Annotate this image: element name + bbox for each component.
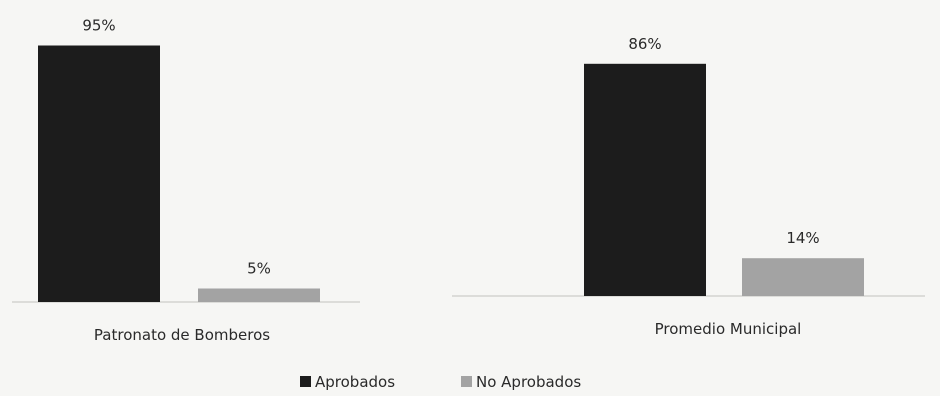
data-label-no-aprobados-1: 14% (786, 229, 819, 247)
bars-group (38, 45, 864, 302)
category-labels-group: Patronato de Bomberos Promedio Municipal (94, 320, 801, 344)
category-label-1: Promedio Municipal (655, 320, 802, 338)
bar-no-aprobados-1 (742, 258, 864, 296)
data-label-aprobados-0: 95% (82, 17, 115, 35)
bar-no-aprobados-0 (198, 288, 320, 302)
category-label-0: Patronato de Bomberos (94, 326, 270, 344)
bar-aprobados-1 (584, 63, 706, 296)
legend-label-no-aprobados: No Aprobados (476, 373, 581, 391)
data-label-aprobados-1: 86% (628, 35, 661, 53)
data-label-no-aprobados-0: 5% (247, 260, 271, 278)
legend: Aprobados No Aprobados (300, 373, 581, 391)
value-labels-group: 95% 5% 86% 14% (82, 17, 819, 278)
legend-swatch-no-aprobados (461, 376, 472, 387)
legend-swatch-aprobados (300, 376, 311, 387)
legend-label-aprobados: Aprobados (315, 373, 395, 391)
bar-aprobados-0 (38, 45, 160, 302)
